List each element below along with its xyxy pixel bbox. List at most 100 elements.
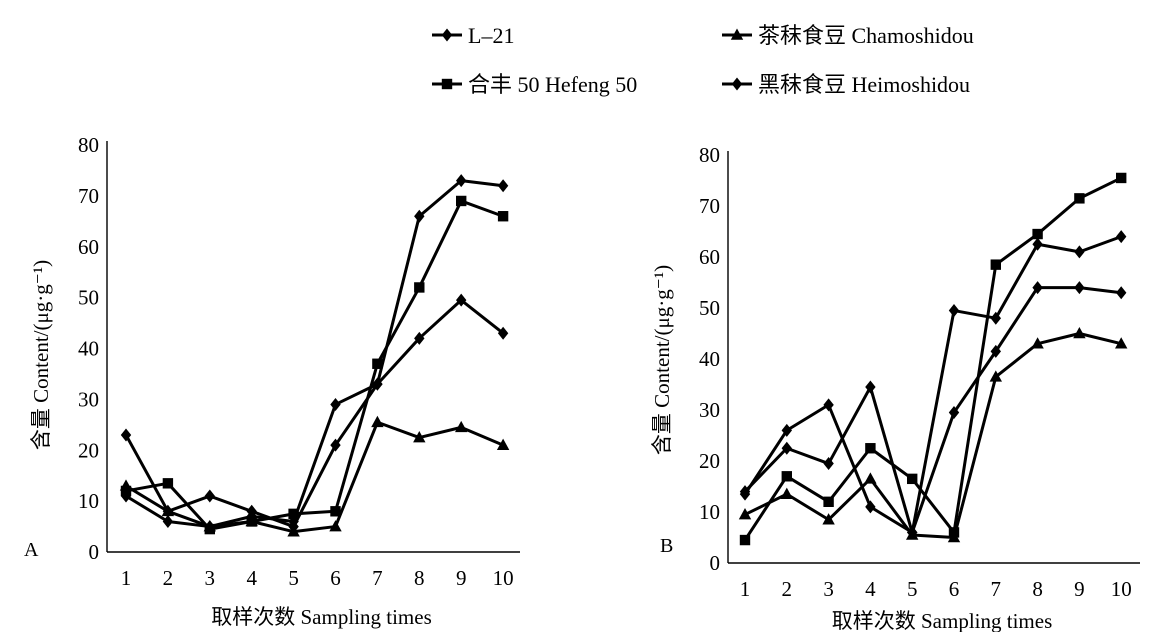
series-group xyxy=(739,281,1127,539)
data-point xyxy=(120,485,132,497)
data-point xyxy=(456,195,467,207)
panel-label: B xyxy=(660,535,673,557)
x-axis-title: 取样次数 Sampling times xyxy=(211,605,432,629)
series-group xyxy=(120,174,509,534)
series-line xyxy=(124,298,505,529)
data-point xyxy=(330,506,341,517)
data-point xyxy=(1032,228,1043,240)
data-point xyxy=(1074,281,1085,295)
y-tick-label: 80 xyxy=(699,143,720,167)
square-marker-icon xyxy=(441,78,453,90)
data-point xyxy=(989,370,1002,382)
y-tick-label: 0 xyxy=(710,551,721,575)
data-point xyxy=(497,211,509,222)
data-point xyxy=(497,179,509,193)
series-group xyxy=(120,195,509,535)
data-point xyxy=(455,420,468,433)
y-tick-label: 70 xyxy=(78,184,99,208)
data-point xyxy=(1116,286,1127,300)
data-point xyxy=(414,209,425,223)
triangle-marker-icon xyxy=(730,28,744,40)
series-group xyxy=(739,172,1127,546)
data-point xyxy=(1074,193,1085,204)
x-tick-label: 4 xyxy=(865,577,876,601)
data-point xyxy=(414,282,425,293)
data-point xyxy=(246,516,257,527)
data-point xyxy=(371,415,384,428)
data-point xyxy=(948,527,960,538)
x-tick-label: 10 xyxy=(493,566,514,590)
series-group xyxy=(738,327,1128,543)
data-point xyxy=(372,377,383,391)
panel-b-chart: 0 10 20 30 40 50 60 70 80 1 2 3 4 5 6 7 8 9 10 取样次数 Samplin… xyxy=(650,143,1140,633)
data-point xyxy=(823,398,834,412)
x-tick-label: 9 xyxy=(1074,577,1085,601)
y-tick-label: 50 xyxy=(699,296,720,320)
data-point xyxy=(990,259,1001,270)
data-point xyxy=(1032,237,1043,251)
data-point xyxy=(781,441,792,455)
data-point xyxy=(990,344,1001,358)
data-point xyxy=(823,496,834,507)
data-point xyxy=(1116,172,1127,184)
data-point xyxy=(780,487,793,499)
data-point xyxy=(330,397,341,411)
data-point xyxy=(456,293,467,307)
x-tick-label: 4 xyxy=(246,566,257,590)
panel-label: A xyxy=(24,539,39,561)
legend-item: 黑秣食豆 Heimoshidou xyxy=(722,72,970,97)
x-tick-label: 2 xyxy=(163,566,174,590)
y-tick-label: 20 xyxy=(78,438,99,462)
y-tick-label: 50 xyxy=(78,286,99,310)
data-point xyxy=(948,406,960,420)
y-tick-label: 60 xyxy=(699,245,720,269)
y-tick-label: 70 xyxy=(699,194,720,218)
data-point xyxy=(1032,281,1043,295)
data-point xyxy=(162,478,174,489)
x-tick-label: 7 xyxy=(372,566,383,590)
panel-a-chart: 0 10 20 30 40 50 60 70 80 1 2 3 4 5 6 7 8 9 10 取样次数 Samplin… xyxy=(24,133,520,629)
series-line xyxy=(125,420,504,534)
y-tick-label: 30 xyxy=(699,398,720,422)
diamond-marker-icon xyxy=(441,28,453,42)
data-point xyxy=(329,520,342,532)
series-line xyxy=(125,179,504,529)
data-point xyxy=(372,358,383,369)
series-line xyxy=(744,332,1122,539)
data-point xyxy=(497,326,509,340)
data-point xyxy=(739,487,751,501)
data-point xyxy=(822,513,835,525)
x-tick-label: 3 xyxy=(205,566,216,590)
diamond-marker-icon xyxy=(731,77,743,91)
legend-label: 合丰 50 Hefeng 50 xyxy=(468,72,637,97)
data-point xyxy=(990,311,1001,325)
data-point xyxy=(1031,337,1044,349)
y-tick-label: 40 xyxy=(78,337,99,361)
series-line xyxy=(743,235,1122,534)
y-tick-label: 30 xyxy=(78,387,99,411)
x-tick-label: 2 xyxy=(782,577,793,601)
data-point xyxy=(865,443,876,454)
x-tick-label: 5 xyxy=(907,577,918,601)
legend-item: L–21 xyxy=(432,23,514,48)
series-line xyxy=(743,286,1122,534)
legend-label: 黑秣食豆 Heimoshidou xyxy=(758,72,970,97)
data-point xyxy=(781,423,792,437)
data-point xyxy=(739,534,751,546)
y-tick-label: 10 xyxy=(78,489,99,513)
y-tick-label: 20 xyxy=(699,449,720,473)
x-tick-label: 8 xyxy=(1032,577,1043,601)
data-point xyxy=(413,431,426,443)
y-axis-title: 含量 Content/(μg·g⁻¹) xyxy=(29,260,53,450)
data-point xyxy=(120,428,132,442)
data-point xyxy=(1074,245,1085,259)
data-point xyxy=(823,457,834,471)
x-tick-label: 8 xyxy=(414,566,425,590)
data-point xyxy=(1116,230,1127,244)
series-group xyxy=(120,293,509,534)
x-tick-label: 6 xyxy=(330,566,341,590)
x-tick-label: 9 xyxy=(456,566,467,590)
data-point xyxy=(1115,337,1128,349)
legend-item: 茶秣食豆 Chamoshidou xyxy=(722,23,974,48)
